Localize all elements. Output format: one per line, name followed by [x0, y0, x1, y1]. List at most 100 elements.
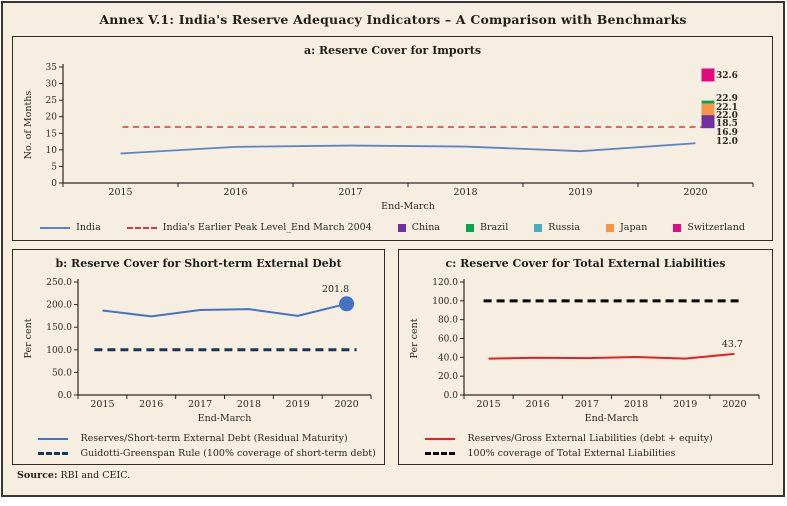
brazil-square-marker-icon — [465, 223, 474, 232]
svg-text:201.8: 201.8 — [322, 284, 349, 295]
source-text: RBI and CEIC. — [57, 470, 131, 481]
svg-text:2019: 2019 — [286, 399, 310, 410]
svg-text:2017: 2017 — [188, 399, 212, 410]
legend-item-brazil: Brazil — [465, 222, 509, 233]
panel-reserve-cover-total-liabilities: 0.0 20.0 40.0 60.0 80.0 100.0 120.0 2015 2016 201… — [398, 249, 773, 465]
full-coverage-dash-marker-icon — [424, 452, 455, 455]
svg-text:2015: 2015 — [476, 399, 500, 410]
chart-a-legend: India India's Earlier Peak Level_End Mar… — [13, 222, 772, 233]
reserves-gross-line-marker-icon — [424, 437, 455, 440]
legend-label-full-coverage: 100% coverage of Total External Liabilit… — [467, 448, 676, 459]
figure-frame: Annex V.1: India's Reserve Adequacy Indi… — [1, 1, 785, 497]
axes — [77, 279, 371, 396]
legend-label-brazil: Brazil — [479, 222, 509, 233]
svg-text:2019: 2019 — [568, 187, 592, 198]
svg-text:2016: 2016 — [139, 399, 163, 410]
legend-item-peak-level: India's Earlier Peak Level_End March 200… — [126, 222, 372, 233]
legend-label-russia: Russia — [548, 222, 580, 233]
svg-text:12.0: 12.0 — [716, 137, 738, 147]
data-line — [102, 302, 347, 318]
svg-text:50.0: 50.0 — [52, 368, 72, 378]
svg-text:100.0: 100.0 — [46, 346, 72, 356]
axes — [463, 279, 759, 396]
svg-text:20: 20 — [46, 113, 58, 123]
svg-text:0.0: 0.0 — [444, 391, 459, 401]
legend-label-japan: Japan — [620, 222, 648, 233]
svg-text:16.9: 16.9 — [716, 128, 738, 138]
chart-c-legend: Reserves/Gross External Liabilities (deb… — [399, 433, 772, 459]
svg-text:5: 5 — [51, 162, 57, 172]
svg-text:40.0: 40.0 — [438, 353, 458, 363]
svg-text:22.9: 22.9 — [716, 94, 738, 104]
data-line — [120, 142, 696, 155]
svg-text:2017: 2017 — [575, 399, 599, 410]
svg-text:60.0: 60.0 — [438, 335, 458, 345]
legend-label-peak-level: India's Earlier Peak Level_End March 200… — [162, 222, 372, 233]
svg-text:35: 35 — [46, 63, 58, 73]
panel-reserve-cover-imports: 0 5 10 15 20 25 30 35 2015 2016 2017 2018 2019 2020 En… — [12, 36, 773, 241]
legend-label-reserves-std: Reserves/Short-term External Debt (Resid… — [80, 433, 348, 444]
legend-item-russia: Russia — [534, 222, 580, 233]
legend-label-switzerland: Switzerland — [687, 222, 745, 233]
last-point-marker — [339, 296, 355, 312]
svg-text:End-March: End-March — [381, 201, 435, 212]
svg-text:22.1: 22.1 — [716, 103, 738, 113]
switzerland-square-marker-icon — [673, 223, 682, 232]
svg-text:2016: 2016 — [526, 399, 550, 410]
source-note: Source: RBI and CEIC. — [17, 470, 130, 481]
panel-reserve-cover-short-term-debt: 0.0 50.0 100.0 150.0 200.0 250.0 2015 2016 2017 2… — [12, 249, 385, 465]
chart-b-title: b: Reserve Cover for Short-term External… — [55, 257, 342, 270]
svg-text:22.0: 22.0 — [716, 111, 738, 121]
benchmark-square — [701, 103, 715, 117]
figure-title: Annex V.1: India's Reserve Adequacy Indi… — [99, 12, 687, 27]
svg-text:43.7: 43.7 — [722, 339, 743, 350]
svg-text:2018: 2018 — [624, 399, 648, 410]
benchmark-square — [701, 115, 715, 129]
svg-text:0: 0 — [51, 179, 57, 189]
chart-b-legend: Reserves/Short-term External Debt (Resid… — [13, 433, 384, 459]
india-line-marker-icon — [40, 226, 71, 229]
svg-text:2015: 2015 — [108, 187, 132, 198]
svg-text:No. of Months: No. of Months — [23, 91, 34, 160]
chart-c-title: c: Reserve Cover for Total External Liab… — [445, 257, 726, 270]
legend-label-reserves-gross: Reserves/Gross External Liabilities (deb… — [467, 433, 713, 444]
legend-item-reserves-std: Reserves/Short-term External Debt (Resid… — [34, 433, 364, 444]
benchmark-square — [701, 68, 715, 82]
reserves-std-line-marker-icon — [37, 437, 68, 440]
legend-item-china: China — [397, 222, 440, 233]
svg-text:End-March: End-March — [585, 413, 639, 424]
legend-item-full-coverage: 100% coverage of Total External Liabilit… — [421, 448, 751, 459]
svg-text:2018: 2018 — [237, 399, 261, 410]
svg-text:2020: 2020 — [722, 399, 746, 410]
svg-text:120.0: 120.0 — [432, 278, 458, 288]
svg-text:200.0: 200.0 — [46, 301, 72, 311]
peak-level-dash-marker-icon — [126, 226, 157, 229]
axes — [62, 64, 753, 184]
china-square-marker-icon — [397, 223, 406, 232]
svg-text:32.6: 32.6 — [716, 71, 738, 81]
chart-a-plot: 0 5 10 15 20 25 30 35 2015 2016 2017 2018 2019 2020 En… — [23, 63, 754, 212]
legend-label-india: India — [76, 222, 101, 233]
chart-b-plot: 0.0 50.0 100.0 150.0 200.0 250.0 2015 2016 2017 2… — [23, 278, 372, 424]
svg-text:10: 10 — [46, 146, 58, 156]
chart-a-title: a: Reserve Cover for Imports — [303, 44, 482, 57]
svg-text:2020: 2020 — [334, 399, 358, 410]
svg-text:80.0: 80.0 — [438, 316, 458, 326]
svg-text:Per cent: Per cent — [409, 318, 420, 358]
svg-text:100.0: 100.0 — [432, 297, 458, 307]
legend-label-china: China — [411, 222, 440, 233]
svg-text:End-March: End-March — [198, 413, 252, 424]
svg-text:2015: 2015 — [90, 399, 114, 410]
svg-text:2016: 2016 — [223, 187, 247, 198]
svg-text:Per cent: Per cent — [23, 318, 34, 358]
source-label: Source: — [17, 470, 58, 481]
svg-text:150.0: 150.0 — [46, 323, 72, 333]
svg-text:2018: 2018 — [453, 187, 477, 198]
guidotti-dash-marker-icon — [37, 452, 68, 455]
legend-item-guidotti-rule: Guidotti-Greenspan Rule (100% coverage o… — [34, 448, 376, 459]
legend-item-india: India — [40, 222, 101, 233]
russia-square-marker-icon — [534, 223, 543, 232]
svg-text:250.0: 250.0 — [46, 278, 72, 288]
legend-item-switzerland: Switzerland — [673, 222, 745, 233]
svg-text:25: 25 — [46, 96, 58, 106]
